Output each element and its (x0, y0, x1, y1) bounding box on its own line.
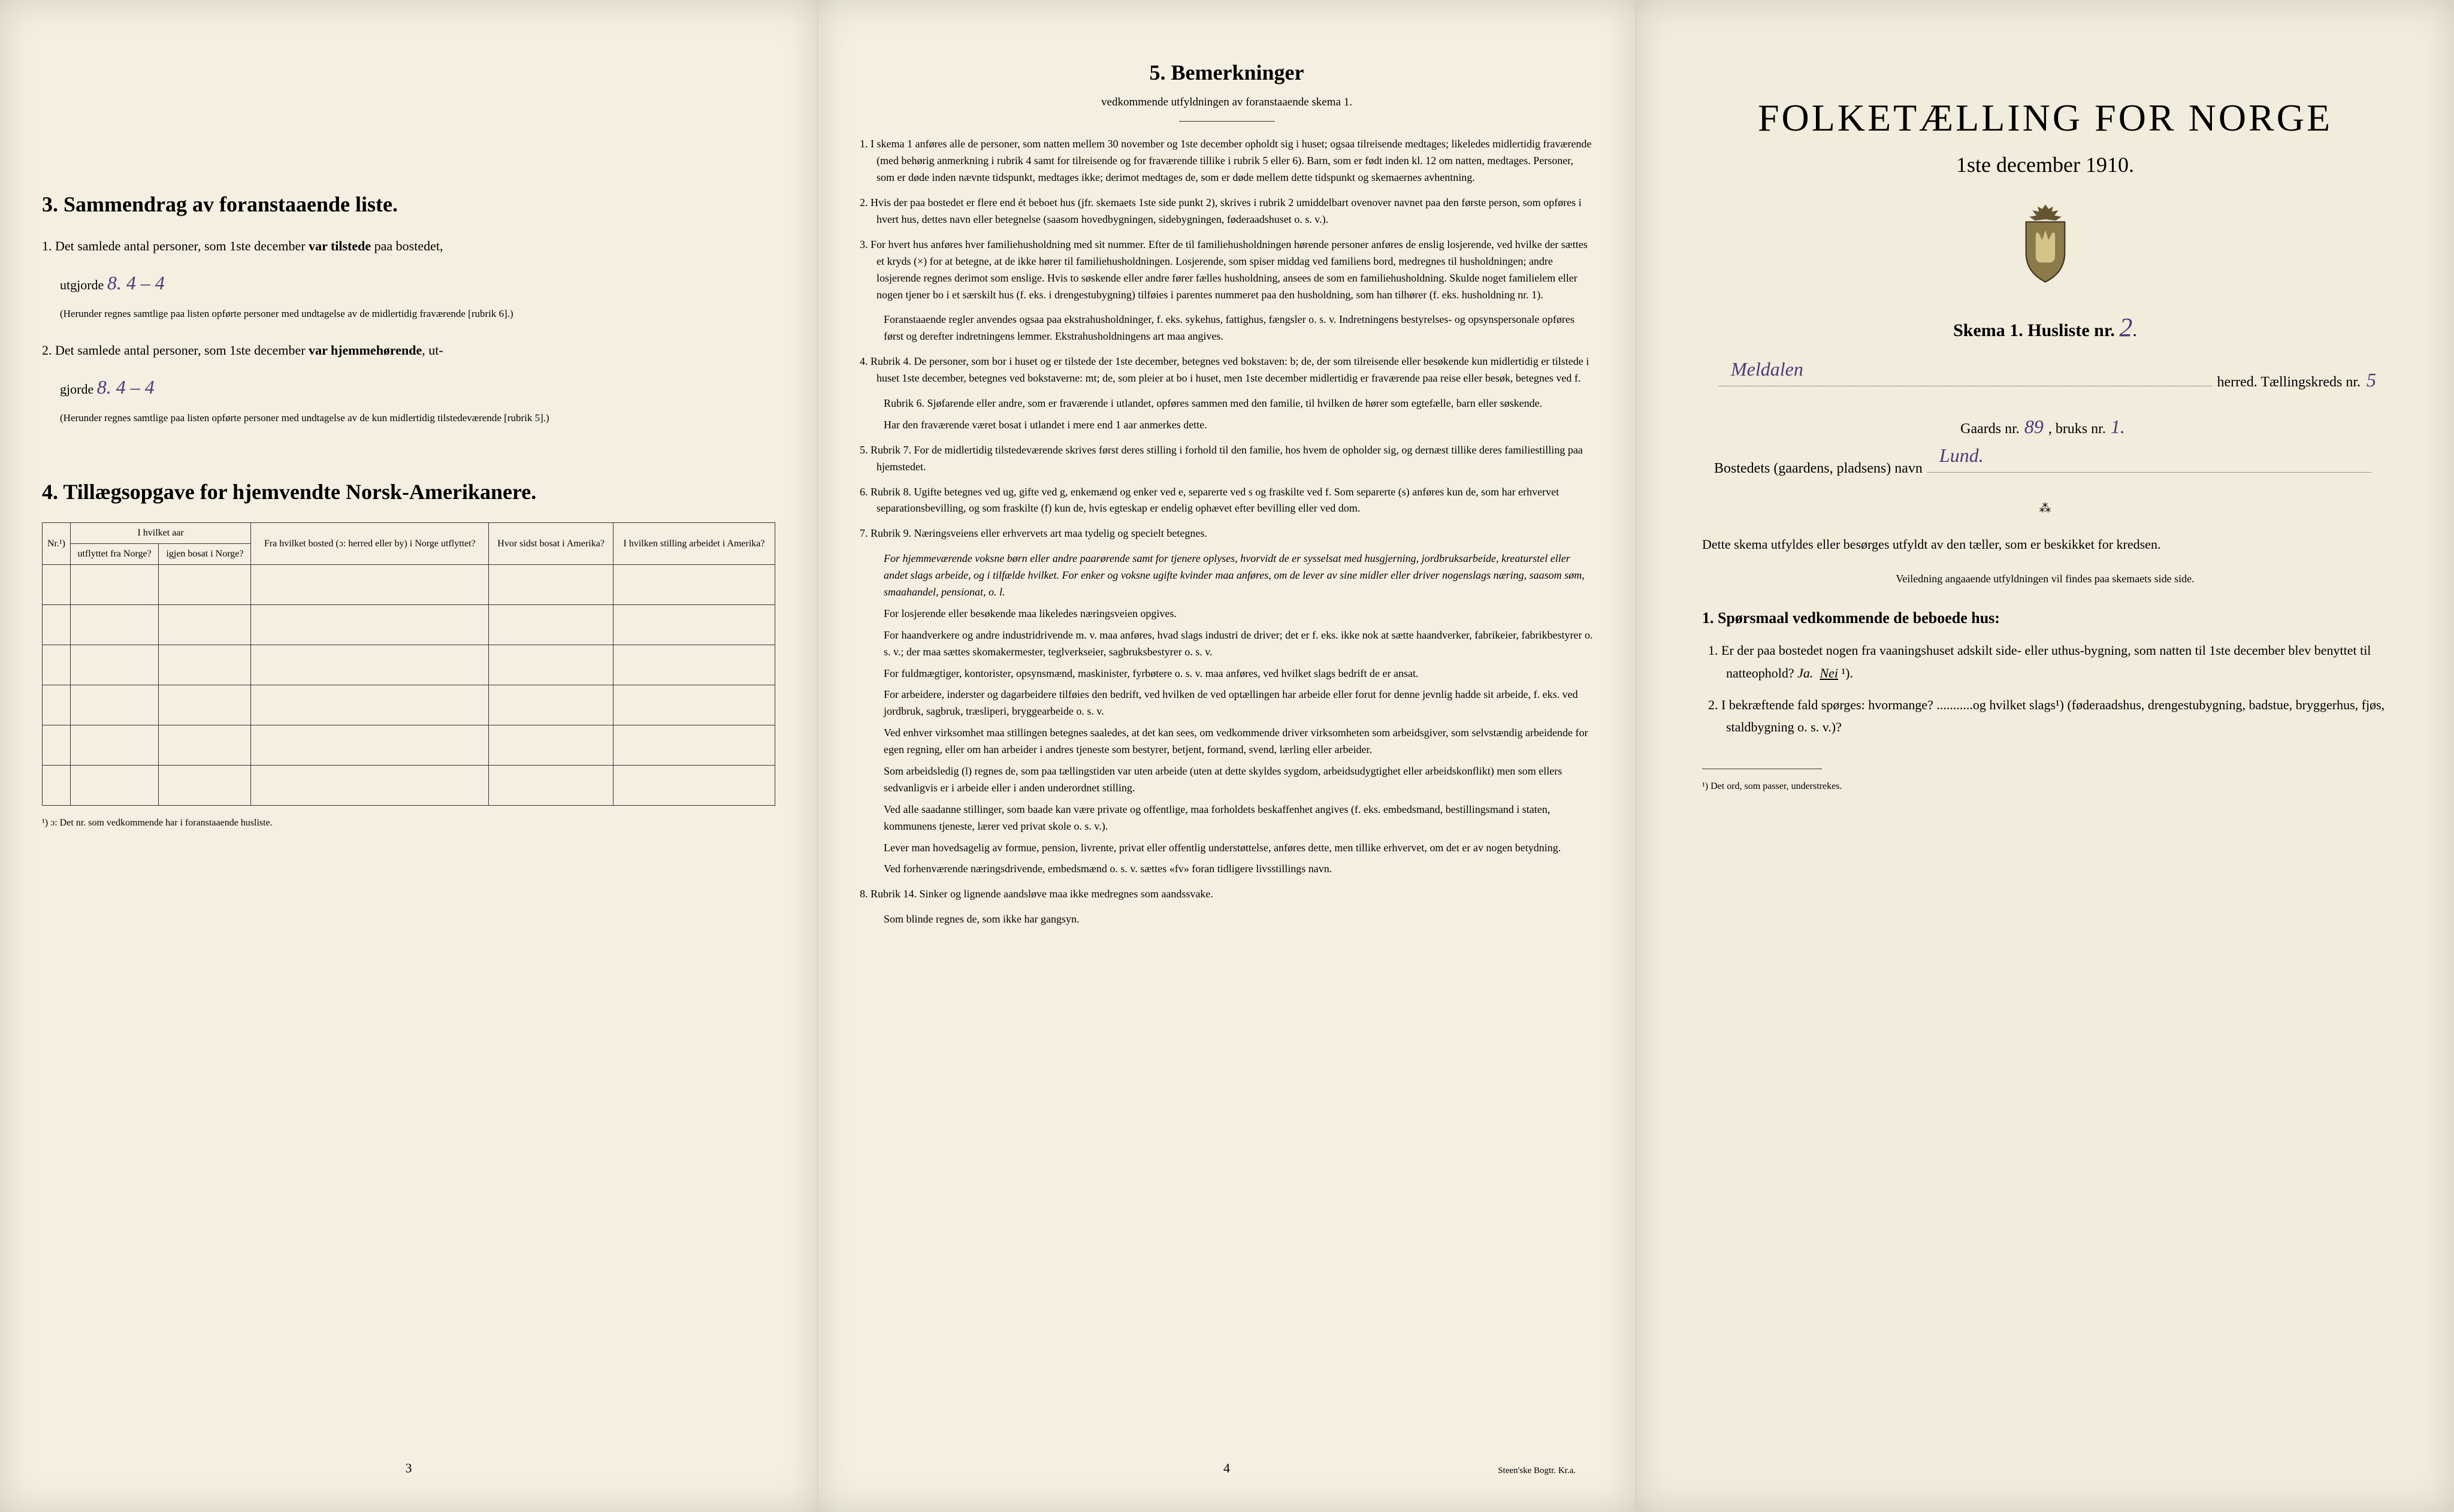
census-title: FOLKETÆLLING FOR NORGE (1678, 96, 2412, 140)
section-3-heading: 3. Sammendrag av foranstaaende liste. (42, 192, 775, 217)
kreds-nr: 5 (2367, 361, 2376, 399)
table-row (43, 685, 775, 725)
instruction-sub: Veiledning angaaende utfyldningen vil fi… (1678, 573, 2412, 585)
remark-sub: Foranstaaende regler anvendes ogsaa paa … (860, 312, 1594, 345)
remark-sub: For fuldmægtiger, kontorister, opsynsmæn… (860, 666, 1594, 682)
document-spread: 3. Sammendrag av foranstaaende liste. 1.… (0, 0, 2454, 1512)
table-row (43, 605, 775, 645)
gaards-nr: 89 (2024, 407, 2044, 446)
page-number: 4 (1223, 1460, 1230, 1476)
instruction-main: Dette skema utfyldes eller besørges utfy… (1702, 534, 2388, 555)
remark-sub: Ved enhver virksomhet maa stillingen bet… (860, 725, 1594, 758)
col-whence: Fra hvilket bosted (ɔ: herred eller by) … (251, 523, 489, 565)
questions-heading: 1. Spørsmaal vedkommende de beboede hus: (1702, 609, 2388, 627)
remark-item: 5. Rubrik 7. For de midlertidig tilstede… (860, 442, 1594, 476)
remark-item: 3. For hvert hus anføres hver familiehus… (860, 237, 1594, 304)
col-year-group: I hvilket aar (70, 523, 251, 544)
remark-sub: For arbeidere, inderster og dagarbeidere… (860, 687, 1594, 720)
col-year-out: utflyttet fra Norge? (70, 544, 159, 565)
page-cover: FOLKETÆLLING FOR NORGE 1ste december 191… (1636, 0, 2454, 1512)
summary-item-2: 2. Det samlede antal personer, som 1ste … (42, 339, 775, 361)
table-footnote: ¹) ɔ: Det nr. som vedkommende har i fora… (42, 818, 775, 828)
bosted-row: Bostedets (gaardens, pladsens) navn Lund… (1714, 454, 2376, 483)
bosted-value: Lund. (1939, 436, 1984, 474)
summary-item-2-value: gjorde 8. 4 – 4 (42, 372, 775, 403)
remark-sub: For haandverkere og andre industridriven… (860, 627, 1594, 661)
remark-sub: Som blinde regnes de, som ikke har gangs… (860, 911, 1594, 928)
remark-item: 1. I skema 1 anføres alle de personer, s… (860, 136, 1594, 186)
remark-sub: For hjemmeværende voksne børn eller andr… (860, 551, 1594, 601)
printer-credit: Steen'ske Bogtr. Kr.a. (1498, 1466, 1576, 1476)
page-number: 3 (406, 1460, 412, 1476)
remark-item: 6. Rubrik 8. Ugifte betegnes ved ug, gif… (860, 484, 1594, 518)
summary-item-1-note: (Herunder regnes samtlige paa listen opf… (42, 306, 775, 322)
herred-value: Meldalen (1731, 350, 1803, 388)
remark-sub: For losjerende eller besøkende maa likel… (860, 606, 1594, 622)
remark-sub: Som arbeidsledig (l) regnes de, som paa … (860, 763, 1594, 797)
handwritten-count-1: 8. 4 – 4 (107, 272, 165, 294)
husliste-nr: 2 (2119, 313, 2132, 342)
table-row (43, 565, 775, 605)
remark-item: 8. Rubrik 14. Sinker og lignende aandslø… (860, 886, 1594, 903)
table-row (43, 725, 775, 766)
question-2: 2. I bekræftende fald spørges: hvormange… (1726, 694, 2388, 739)
emigrant-table: Nr.¹) I hvilket aar Fra hvilket bosted (… (42, 522, 775, 806)
crest-icon (2012, 201, 2078, 285)
remark-item: 7. Rubrik 9. Næringsveiens eller erhverv… (860, 525, 1594, 542)
page-3: 3. Sammendrag av foranstaaende liste. 1.… (0, 0, 818, 1512)
section-5-heading: 5. Bemerkninger (860, 60, 1594, 85)
remark-item: 4. Rubrik 4. De personer, som bor i huse… (860, 353, 1594, 387)
gaards-row: Gaards nr. 89 , bruks nr. 1. (1714, 407, 2376, 446)
table-row (43, 766, 775, 806)
remark-sub: Har den fraværende været bosat i utlande… (860, 417, 1594, 434)
section-5-subheading: vedkommende utfyldningen av foranstaaend… (860, 93, 1594, 111)
divider-rule (1179, 121, 1275, 122)
remark-sub: Rubrik 6. Sjøfarende eller andre, som er… (860, 395, 1594, 412)
answer-nei: Nei (1820, 666, 1838, 681)
col-occupation: I hvilken stilling arbeidet i Amerika? (614, 523, 775, 565)
right-footnote: ¹) Det ord, som passer, understrekes. (1702, 781, 2412, 792)
summary-item-2-note: (Herunder regnes samtlige paa listen opf… (42, 410, 775, 426)
herred-row: Meldalen herred. Tællingskreds nr. 5 (1714, 361, 2376, 399)
remark-item: 2. Hvis der paa bostedet er flere end ét… (860, 195, 1594, 228)
coat-of-arms (1678, 201, 2412, 288)
ornament-divider: ⁂ (1678, 501, 2412, 516)
census-date: 1ste december 1910. (1678, 152, 2412, 177)
question-1: 1. Er der paa bostedet nogen fra vaaning… (1726, 639, 2388, 684)
remarks-list: 1. I skema 1 anføres alle de personer, s… (860, 136, 1594, 928)
skema-line: Skema 1. Husliste nr. 2. (1678, 312, 2412, 343)
col-nr: Nr.¹) (43, 523, 71, 565)
section-4-heading: 4. Tillægsopgave for hjemvendte Norsk-Am… (42, 479, 775, 504)
summary-item-1: 1. Det samlede antal personer, som 1ste … (42, 235, 775, 257)
col-where-america: Hvor sidst bosat i Amerika? (489, 523, 614, 565)
table-row (43, 645, 775, 685)
summary-item-1-value: utgjorde 8. 4 – 4 (42, 268, 775, 298)
col-year-back: igjen bosat i Norge? (159, 544, 251, 565)
remark-sub: Ved alle saadanne stillinger, som baade … (860, 802, 1594, 835)
handwritten-count-2: 8. 4 – 4 (97, 376, 155, 398)
bruks-nr: 1. (2111, 407, 2125, 446)
emigrant-table-body (43, 565, 775, 806)
location-block: Meldalen herred. Tællingskreds nr. 5 Gaa… (1714, 361, 2376, 483)
remark-sub: Lever man hovedsagelig av formue, pensio… (860, 840, 1594, 857)
remark-sub: Ved forhenværende næringsdrivende, embed… (860, 861, 1594, 878)
page-4: 5. Bemerkninger vedkommende utfyldningen… (818, 0, 1636, 1512)
